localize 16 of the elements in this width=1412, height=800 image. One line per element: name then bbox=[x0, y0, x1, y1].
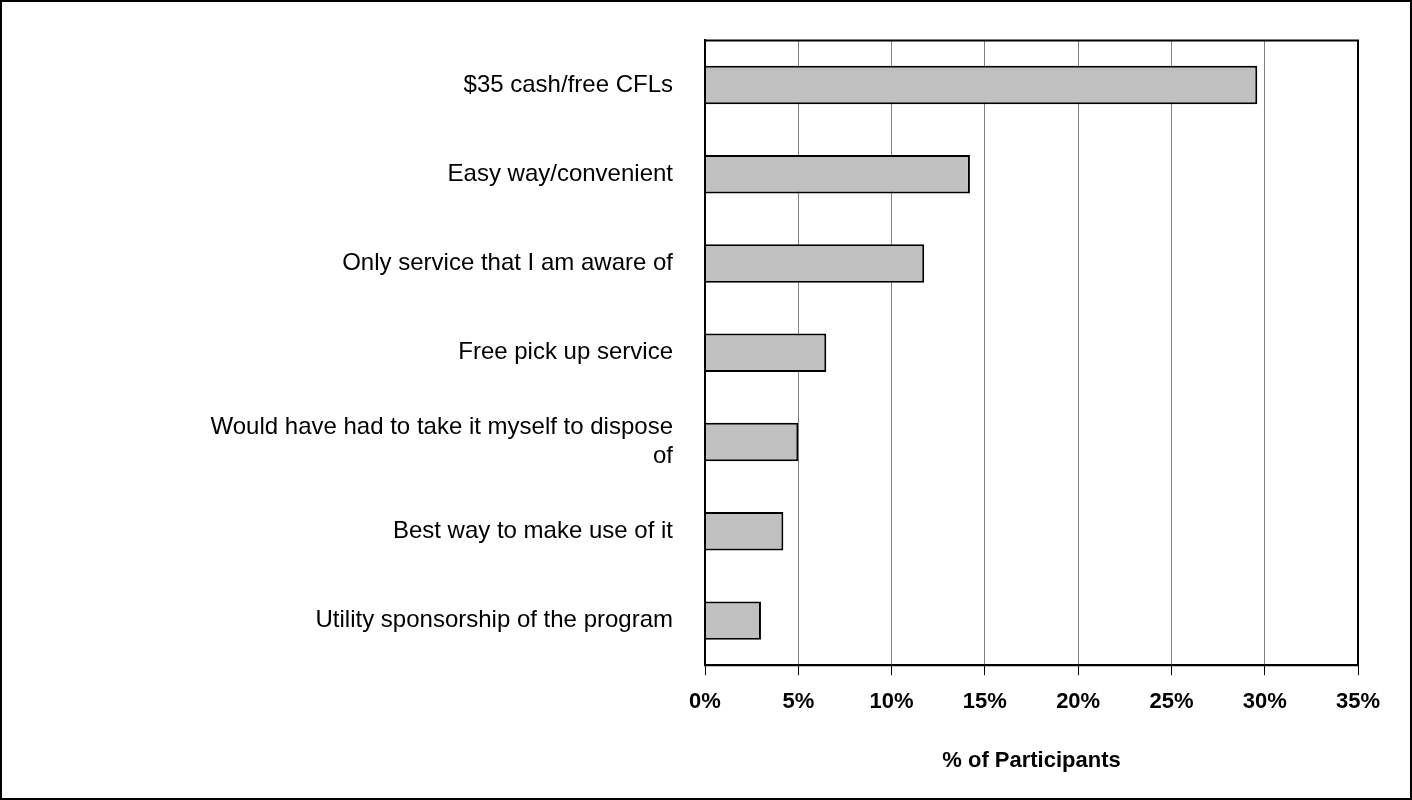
y-tick-label: Utility sponsorship of the program bbox=[315, 605, 673, 633]
x-tick-label: 10% bbox=[869, 688, 914, 714]
x-tick-label: 35% bbox=[1335, 688, 1381, 714]
x-tick-label: 0% bbox=[689, 688, 721, 714]
y-tick-label: Free pick up service bbox=[458, 337, 673, 365]
x-tick-label: 15% bbox=[962, 688, 1007, 714]
y-tick-label: Easy way/convenient bbox=[447, 158, 674, 186]
x-tick-label: 25% bbox=[1149, 688, 1194, 714]
y-tick-label: Best way to make use of it bbox=[392, 515, 674, 543]
y-tick-label: Would have had to take it myself to dispose of bbox=[210, 412, 674, 469]
x-tick-label: 20% bbox=[1056, 688, 1101, 714]
x-axis-title: % of Participants bbox=[942, 746, 1121, 772]
x-tick-label: 5% bbox=[782, 688, 815, 714]
y-tick-label: $35 cash/free CFLs bbox=[463, 69, 673, 97]
x-tick-label: 30% bbox=[1242, 688, 1287, 714]
y-tick-label: Only service that I am aware of bbox=[342, 248, 674, 276]
